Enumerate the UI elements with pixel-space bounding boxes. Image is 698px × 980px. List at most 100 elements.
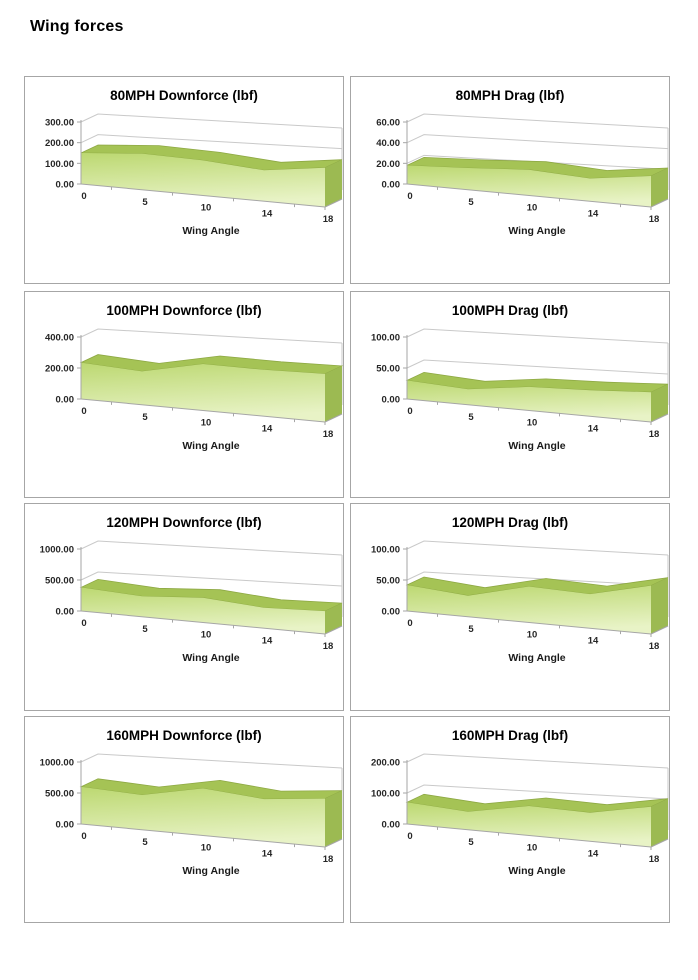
chart-120mph-downforce: 120MPH Downforce (lbf) 0.00 500.00 1000.00… xyxy=(24,503,344,711)
y-tick-label: 0.00 xyxy=(382,180,401,191)
area-plot-120mph-downforce: 0.00 500.00 1000.00 0 5 10 14 18 Wing Angle xyxy=(40,540,343,664)
y-tick-label: 100.00 xyxy=(371,333,400,344)
y-tick-label: 1000.00 xyxy=(40,758,74,769)
x-axis-title: Wing Angle xyxy=(182,225,239,237)
x-tick-label: 10 xyxy=(527,843,538,854)
y-tick-label: 200.00 xyxy=(45,138,74,149)
x-tick-label: 14 xyxy=(588,208,599,219)
y-tick-label: 0.00 xyxy=(382,395,401,406)
area-plot-100mph-downforce: 0.00 200.00 400.00 0 5 10 14 18 Wing Angle xyxy=(45,328,343,452)
y-tick-label: 50.00 xyxy=(376,364,400,375)
x-tick-label: 18 xyxy=(323,429,334,440)
x-tick-label: 14 xyxy=(588,635,599,646)
x-tick-label: 0 xyxy=(81,406,86,417)
x-tick-label: 14 xyxy=(588,848,599,859)
y-tick-label: 1000.00 xyxy=(40,545,74,556)
y-tick-label: 50.00 xyxy=(376,576,400,587)
x-tick-label: 14 xyxy=(262,635,273,646)
x-tick-label: 14 xyxy=(262,848,273,859)
y-tick-label: 0.00 xyxy=(382,820,401,831)
x-tick-label: 18 xyxy=(649,214,660,225)
x-tick-label: 18 xyxy=(323,641,334,652)
area-plot-120mph-drag: 0.00 50.00 100.00 0 5 10 14 18 Wing Angle xyxy=(371,540,669,664)
chart-120mph-drag: 120MPH Drag (lbf) 0.00 50.00 100.00 0 5 10 14 1… xyxy=(350,503,670,711)
x-tick-label: 5 xyxy=(142,837,148,848)
y-tick-label: 200.00 xyxy=(45,364,74,375)
x-tick-label: 10 xyxy=(201,843,212,854)
y-tick-label: 200.00 xyxy=(371,758,400,769)
chart-title: 160MPH Drag (lbf) xyxy=(451,728,569,743)
y-tick-label: 100.00 xyxy=(45,159,74,170)
y-tick-label: 100.00 xyxy=(371,545,400,556)
x-tick-label: 18 xyxy=(323,854,334,865)
chart-100mph-downforce: 100MPH Downforce (lbf) 0.00 200.00 400.00 0… xyxy=(24,291,344,498)
chart-80mph-downforce: 80MPH Downforce (lbf) 0.00 100.00 200.00 30… xyxy=(24,76,344,284)
y-tick-label: 400.00 xyxy=(45,333,74,344)
chart-title: 100MPH Drag (lbf) xyxy=(451,303,569,318)
x-tick-label: 14 xyxy=(262,208,273,219)
x-tick-label: 18 xyxy=(649,429,660,440)
x-axis-title: Wing Angle xyxy=(182,865,239,877)
chart-title: 120MPH Drag (lbf) xyxy=(451,515,569,530)
x-tick-label: 0 xyxy=(407,191,412,202)
chart-title: 80MPH Downforce (lbf) xyxy=(110,88,258,103)
x-tick-label: 10 xyxy=(201,630,212,641)
y-tick-label: 0.00 xyxy=(56,607,75,618)
x-tick-label: 5 xyxy=(468,197,474,208)
y-tick-label: 500.00 xyxy=(45,789,74,800)
x-tick-label: 0 xyxy=(81,831,86,842)
y-tick-label: 100.00 xyxy=(371,789,400,800)
x-axis-title: Wing Angle xyxy=(508,440,565,452)
y-tick-label: 40.00 xyxy=(376,138,400,149)
y-tick-label: 500.00 xyxy=(45,576,74,587)
page-title: Wing forces xyxy=(30,18,124,35)
area-plot-80mph-downforce: 0.00 100.00 200.00 300.00 0 5 10 14 18 Wing Angle xyxy=(45,113,343,237)
x-tick-label: 10 xyxy=(201,418,212,429)
chart-160mph-drag: 160MPH Drag (lbf) 0.00 100.00 200.00 0 5 10 14… xyxy=(350,716,670,923)
y-tick-label: 20.00 xyxy=(376,159,400,170)
x-tick-label: 14 xyxy=(262,423,273,434)
area-plot-100mph-drag: 0.00 50.00 100.00 0 5 10 14 18 Wing Angle xyxy=(371,328,669,452)
area-plot-80mph-drag: 0.00 20.00 40.00 60.00 0 5 10 14 18 Wing Angle xyxy=(376,113,669,237)
x-tick-label: 10 xyxy=(201,203,212,214)
y-tick-label: 0.00 xyxy=(56,395,75,406)
x-tick-label: 14 xyxy=(588,423,599,434)
chart-title: 120MPH Downforce (lbf) xyxy=(106,515,262,530)
chart-title: 160MPH Downforce (lbf) xyxy=(106,728,262,743)
x-tick-label: 0 xyxy=(81,191,86,202)
x-axis-title: Wing Angle xyxy=(182,440,239,452)
x-tick-label: 10 xyxy=(527,203,538,214)
y-tick-label: 0.00 xyxy=(382,607,401,618)
y-tick-label: 0.00 xyxy=(56,180,75,191)
y-tick-label: 0.00 xyxy=(56,820,75,831)
y-tick-label: 300.00 xyxy=(45,118,74,129)
x-axis-title: Wing Angle xyxy=(508,225,565,237)
x-tick-label: 5 xyxy=(468,837,474,848)
x-axis-title: Wing Angle xyxy=(508,652,565,664)
x-tick-label: 5 xyxy=(142,197,148,208)
x-tick-label: 10 xyxy=(527,418,538,429)
x-axis-title: Wing Angle xyxy=(182,652,239,664)
chart-160mph-downforce: 160MPH Downforce (lbf) 0.00 500.00 1000.00… xyxy=(24,716,344,923)
x-tick-label: 18 xyxy=(649,854,660,865)
area-plot-160mph-downforce: 0.00 500.00 1000.00 0 5 10 14 18 Wing Angle xyxy=(40,753,343,877)
x-tick-label: 5 xyxy=(468,412,474,423)
x-tick-label: 5 xyxy=(468,624,474,635)
x-tick-label: 18 xyxy=(323,214,334,225)
x-tick-label: 0 xyxy=(407,831,412,842)
x-tick-label: 5 xyxy=(142,624,148,635)
x-tick-label: 18 xyxy=(649,641,660,652)
x-axis-title: Wing Angle xyxy=(508,865,565,877)
chart-title: 100MPH Downforce (lbf) xyxy=(106,303,262,318)
chart-100mph-drag: 100MPH Drag (lbf) 0.00 50.00 100.00 0 5 10 14 1… xyxy=(350,291,670,498)
x-tick-label: 5 xyxy=(142,412,148,423)
x-tick-label: 0 xyxy=(81,618,86,629)
chart-title: 80MPH Drag (lbf) xyxy=(455,88,565,103)
x-tick-label: 10 xyxy=(527,630,538,641)
area-plot-160mph-drag: 0.00 100.00 200.00 0 5 10 14 18 Wing Angle xyxy=(371,753,669,877)
x-tick-label: 0 xyxy=(407,618,412,629)
chart-80mph-drag: 80MPH Drag (lbf) 0.00 20.00 40.00 60.00 0 5 10… xyxy=(350,76,670,284)
y-tick-label: 60.00 xyxy=(376,118,400,129)
x-tick-label: 0 xyxy=(407,406,412,417)
